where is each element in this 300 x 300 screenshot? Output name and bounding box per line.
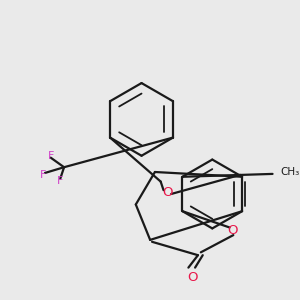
- Text: F: F: [57, 176, 63, 186]
- Text: O: O: [187, 271, 197, 284]
- Text: F: F: [40, 170, 46, 180]
- Text: F: F: [47, 151, 54, 161]
- Text: CH₃: CH₃: [280, 167, 299, 177]
- Text: O: O: [162, 186, 172, 199]
- Text: O: O: [227, 224, 238, 237]
